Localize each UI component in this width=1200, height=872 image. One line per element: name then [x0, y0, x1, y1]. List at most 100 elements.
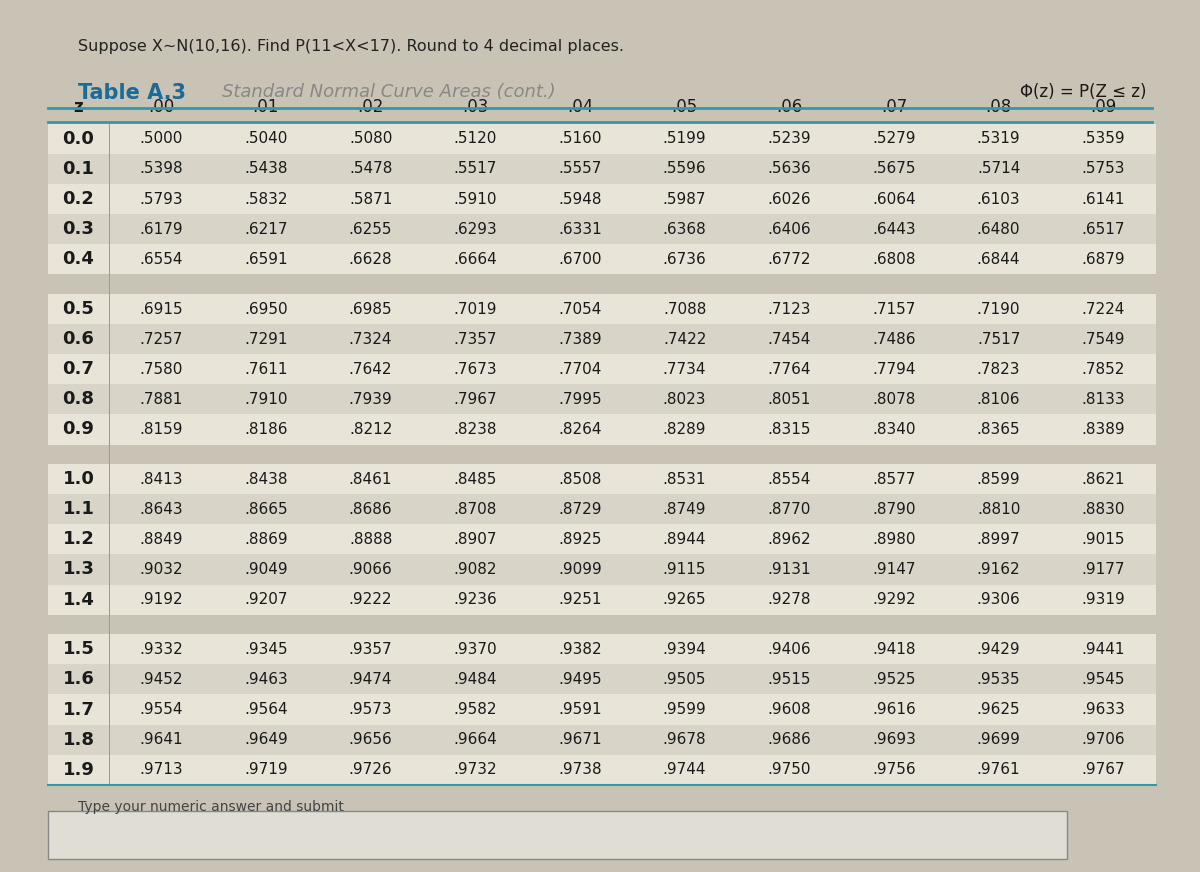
Text: .9699: .9699 — [977, 732, 1020, 747]
Text: .7852: .7852 — [1081, 362, 1124, 377]
Text: .7224: .7224 — [1081, 302, 1124, 317]
Text: .5675: .5675 — [872, 161, 916, 176]
Text: .5517: .5517 — [454, 161, 497, 176]
Text: .9418: .9418 — [872, 642, 916, 657]
Text: .8907: .8907 — [454, 532, 497, 547]
Text: .6217: .6217 — [244, 221, 288, 236]
Text: .9251: .9251 — [558, 592, 601, 607]
Text: .8888: .8888 — [349, 532, 392, 547]
Text: 0.7: 0.7 — [62, 360, 95, 378]
Text: .5948: .5948 — [558, 192, 601, 207]
Text: 1.6: 1.6 — [62, 671, 95, 688]
Text: .8925: .8925 — [558, 532, 601, 547]
Text: .6406: .6406 — [768, 221, 811, 236]
Text: .9625: .9625 — [977, 702, 1020, 717]
Text: .9726: .9726 — [349, 762, 392, 777]
Text: .8264: .8264 — [558, 422, 601, 437]
Text: .6554: .6554 — [139, 252, 184, 267]
Text: .8389: .8389 — [1081, 422, 1126, 437]
Text: .9591: .9591 — [558, 702, 601, 717]
Text: .6255: .6255 — [349, 221, 392, 236]
Text: .9082: .9082 — [454, 562, 497, 577]
Text: .8686: .8686 — [349, 501, 392, 517]
Text: .6179: .6179 — [139, 221, 184, 236]
Text: .5871: .5871 — [349, 192, 392, 207]
Text: .7324: .7324 — [349, 331, 392, 347]
Text: .9207: .9207 — [244, 592, 288, 607]
Text: .8997: .8997 — [977, 532, 1020, 547]
Text: 0.9: 0.9 — [62, 420, 95, 439]
Text: .8340: .8340 — [872, 422, 916, 437]
Text: .5239: .5239 — [768, 132, 811, 146]
Text: .7823: .7823 — [977, 362, 1020, 377]
Text: .7764: .7764 — [768, 362, 811, 377]
Text: .00: .00 — [148, 99, 174, 116]
Text: .9406: .9406 — [768, 642, 811, 657]
Text: .8413: .8413 — [139, 472, 184, 487]
Text: .6664: .6664 — [454, 252, 497, 267]
Text: .8212: .8212 — [349, 422, 392, 437]
Text: .5120: .5120 — [454, 132, 497, 146]
Text: .6517: .6517 — [1081, 221, 1126, 236]
Text: .03: .03 — [462, 99, 488, 116]
Text: .9649: .9649 — [244, 732, 288, 747]
Text: .8790: .8790 — [872, 501, 916, 517]
Text: 1.8: 1.8 — [62, 731, 95, 749]
Text: .04: .04 — [566, 99, 593, 116]
Text: .9265: .9265 — [662, 592, 707, 607]
Text: .7019: .7019 — [454, 302, 497, 317]
Text: .5910: .5910 — [454, 192, 497, 207]
Text: .5438: .5438 — [244, 161, 288, 176]
Text: .9664: .9664 — [454, 732, 497, 747]
Text: .08: .08 — [985, 99, 1012, 116]
Text: .6368: .6368 — [662, 221, 707, 236]
Text: .9115: .9115 — [662, 562, 707, 577]
Text: .9535: .9535 — [977, 672, 1020, 687]
Text: .7123: .7123 — [768, 302, 811, 317]
Text: .8485: .8485 — [454, 472, 497, 487]
Text: 1.2: 1.2 — [62, 530, 95, 548]
Text: .8133: .8133 — [1081, 392, 1126, 407]
Text: .6772: .6772 — [768, 252, 811, 267]
Text: .9750: .9750 — [768, 762, 811, 777]
Text: .7642: .7642 — [349, 362, 392, 377]
Text: .6480: .6480 — [977, 221, 1020, 236]
Text: .7389: .7389 — [558, 331, 601, 347]
Text: Standard Normal Curve Areas (cont.): Standard Normal Curve Areas (cont.) — [222, 83, 556, 101]
Text: .9484: .9484 — [454, 672, 497, 687]
Text: .5596: .5596 — [662, 161, 707, 176]
Text: .7054: .7054 — [558, 302, 601, 317]
Text: .5359: .5359 — [1081, 132, 1126, 146]
Text: .8438: .8438 — [244, 472, 288, 487]
Text: .8531: .8531 — [662, 472, 707, 487]
Text: 0.5: 0.5 — [62, 300, 95, 318]
Text: .9441: .9441 — [1081, 642, 1126, 657]
Text: .5753: .5753 — [1081, 161, 1126, 176]
Text: Table A.3: Table A.3 — [78, 83, 186, 103]
Text: .5714: .5714 — [977, 161, 1020, 176]
Text: .8106: .8106 — [977, 392, 1020, 407]
Text: .9382: .9382 — [558, 642, 601, 657]
Text: .9719: .9719 — [244, 762, 288, 777]
Text: .8962: .8962 — [768, 532, 811, 547]
Text: .8078: .8078 — [872, 392, 916, 407]
Text: .9505: .9505 — [662, 672, 707, 687]
Text: .8944: .8944 — [662, 532, 707, 547]
Text: .8708: .8708 — [454, 501, 497, 517]
Text: .6628: .6628 — [349, 252, 392, 267]
Text: .5319: .5319 — [977, 132, 1020, 146]
Text: .9756: .9756 — [872, 762, 916, 777]
Text: .6064: .6064 — [872, 192, 916, 207]
Text: .9554: .9554 — [139, 702, 184, 717]
Text: .6103: .6103 — [977, 192, 1020, 207]
Text: .7357: .7357 — [454, 331, 497, 347]
Text: .8980: .8980 — [872, 532, 916, 547]
Text: .7190: .7190 — [977, 302, 1020, 317]
Text: .9767: .9767 — [1081, 762, 1126, 777]
Text: .8554: .8554 — [768, 472, 811, 487]
Text: .09: .09 — [1090, 99, 1116, 116]
Text: .8869: .8869 — [244, 532, 288, 547]
Text: .7611: .7611 — [244, 362, 288, 377]
Text: .05: .05 — [672, 99, 697, 116]
Text: .5279: .5279 — [872, 132, 916, 146]
